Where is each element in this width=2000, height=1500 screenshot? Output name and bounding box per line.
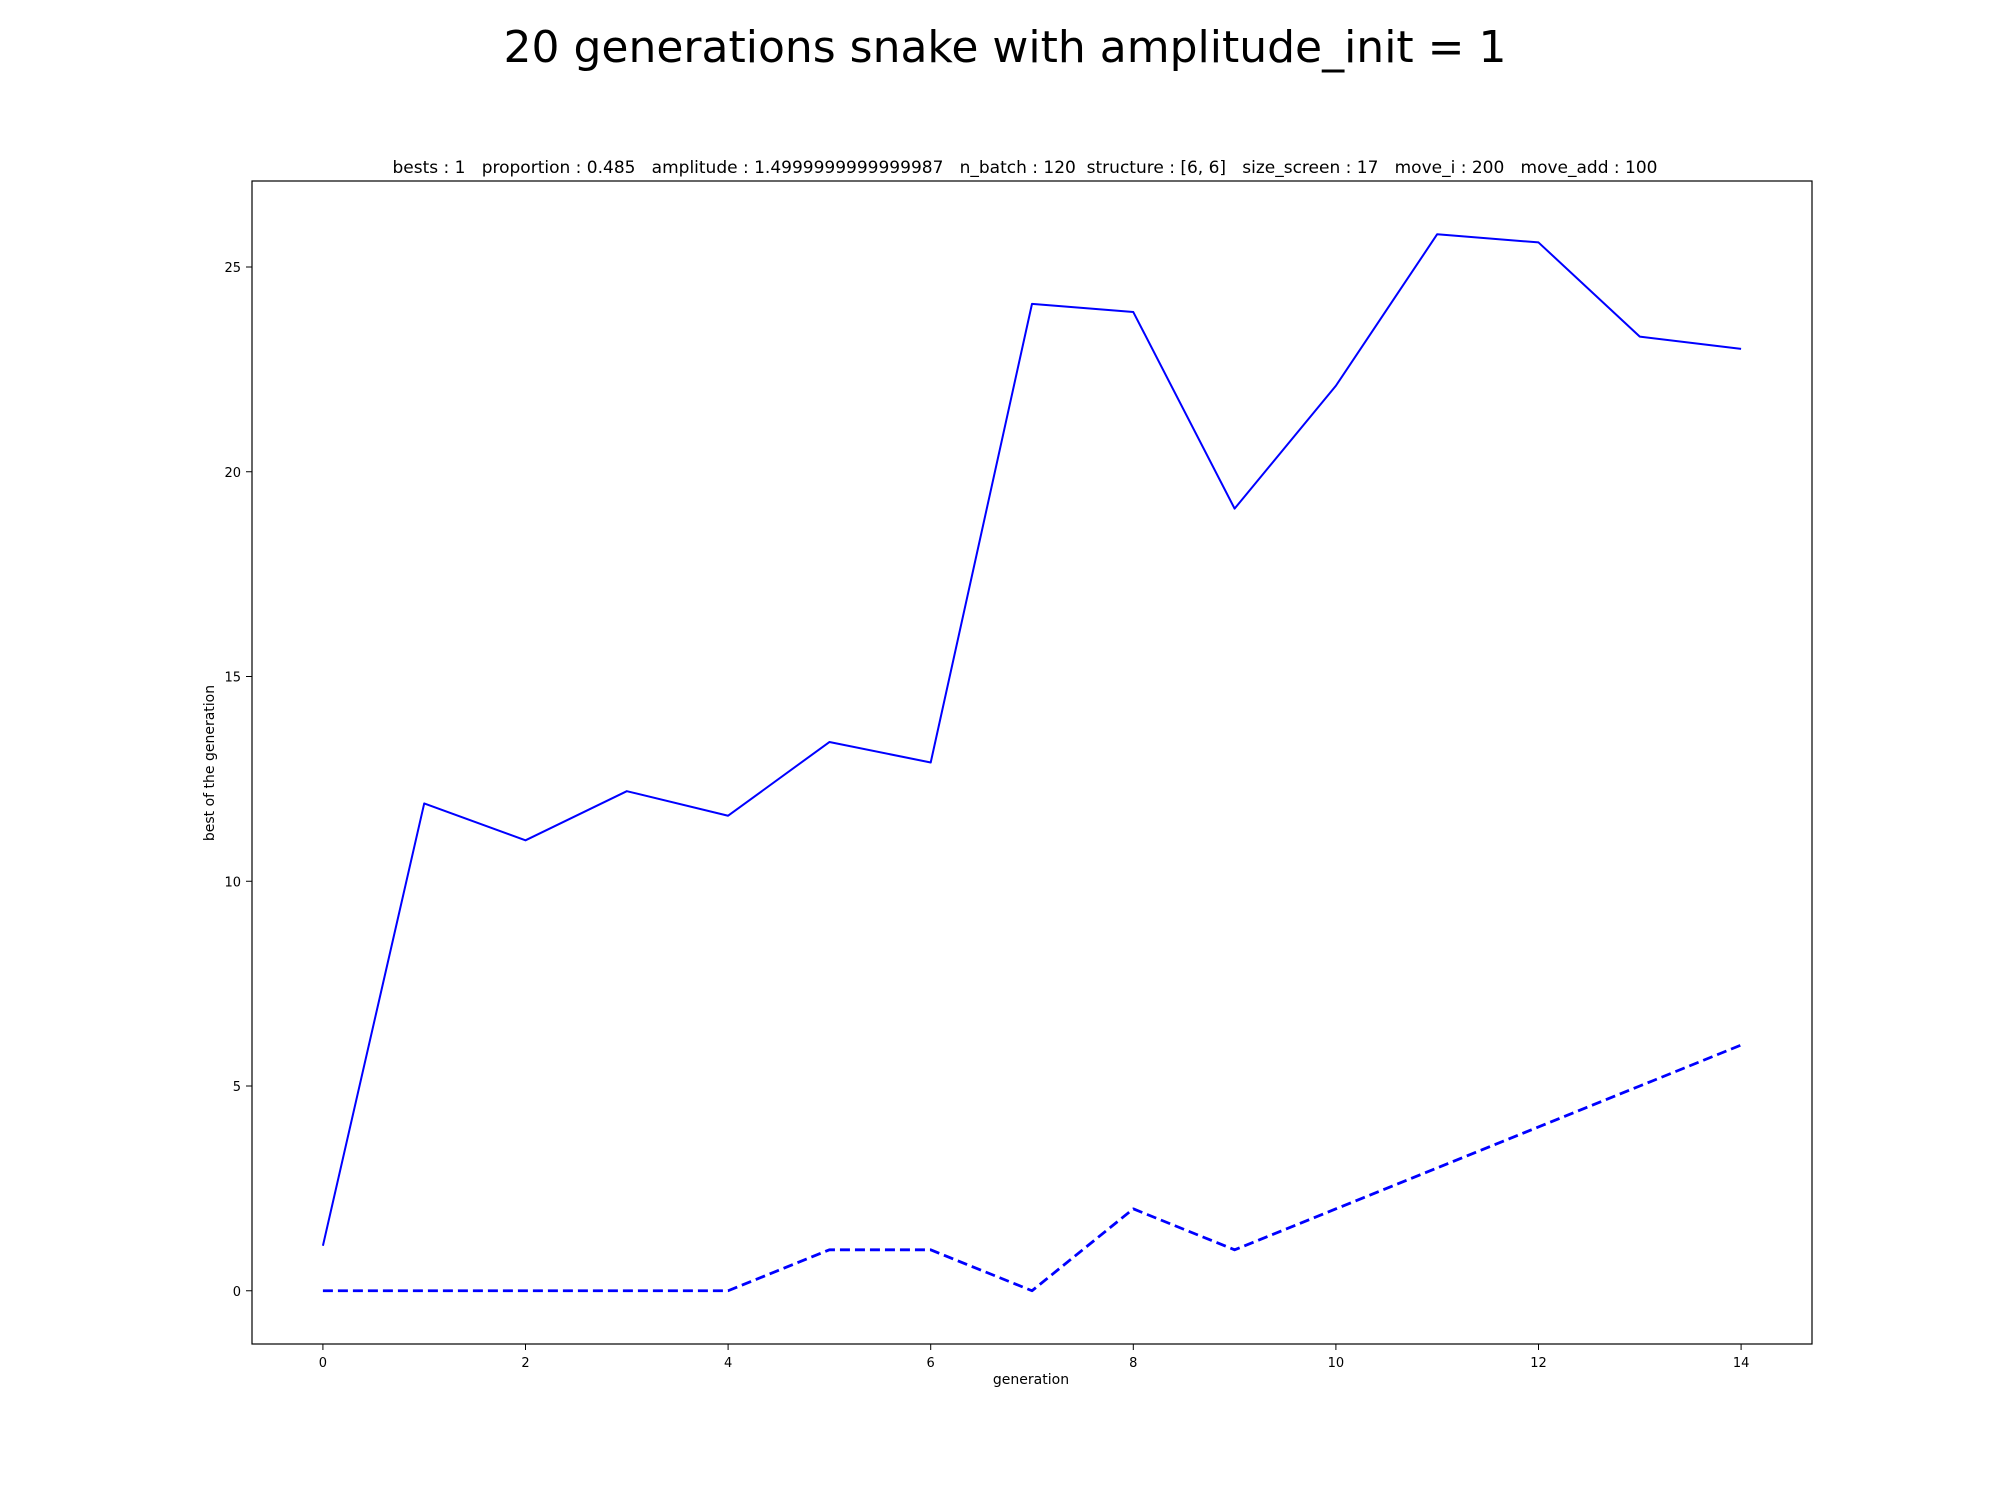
x-axis-label: generation	[993, 1372, 1069, 1388]
y-axis: 0 5 10 15 20 25	[224, 261, 252, 1300]
chart-title: 20 generations snake with amplitude_init…	[503, 22, 1506, 73]
y-axis-label: best of the generation	[202, 685, 218, 841]
y-tick-label: 15	[224, 671, 241, 686]
series-line-solid	[321, 233, 1742, 1246]
y-tick-label: 25	[224, 261, 241, 276]
x-tick-label: 0	[319, 1356, 327, 1371]
x-tick-label: 8	[1129, 1356, 1137, 1371]
y-tick-label: 0	[233, 1285, 241, 1300]
x-tick-label: 2	[521, 1356, 529, 1371]
y-tick-label: 20	[224, 466, 241, 481]
series-layer	[321, 233, 1742, 1293]
plot-area	[251, 180, 1813, 1345]
x-tick-label: 14	[1733, 1356, 1750, 1371]
y-tick-label: 5	[233, 1080, 241, 1095]
chart-subtitle: bests : 1 proportion : 0.485 amplitude :…	[393, 158, 1658, 178]
x-tick-label: 12	[1530, 1356, 1547, 1371]
y-tick-label: 10	[224, 875, 241, 890]
plot-frame	[251, 180, 1813, 1345]
x-tick-label: 10	[1328, 1356, 1345, 1371]
x-axis: 0 2 4 6 8 10 12 14	[319, 1344, 1750, 1371]
series-line-dashed	[322, 1043, 1742, 1293]
x-tick-label: 4	[724, 1356, 732, 1371]
x-tick-label: 6	[927, 1356, 935, 1371]
